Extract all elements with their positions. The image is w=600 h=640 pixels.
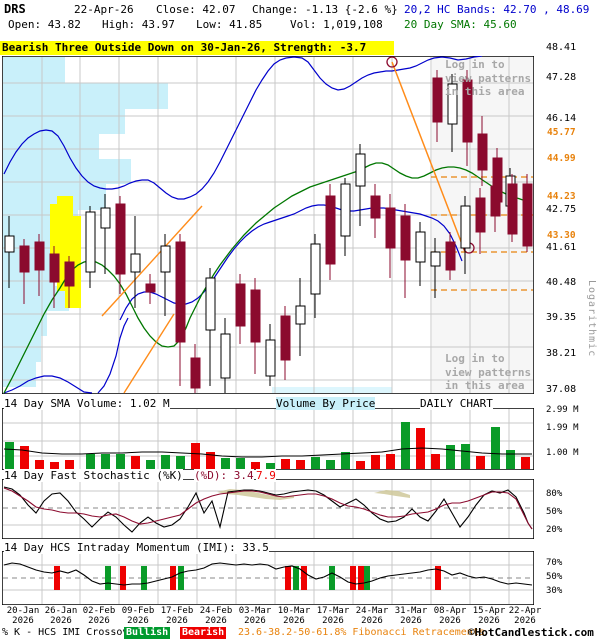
- trendline-up: [101, 205, 203, 317]
- imi-panel-title: 14 Day HCS Intraday Momentum (IMI): 33.5: [4, 541, 269, 554]
- volume-tick-1: 1.99 M: [546, 423, 579, 433]
- trendline-up-2: [123, 313, 175, 394]
- x-date-4: 17-Feb 2026: [160, 606, 194, 626]
- imi-crossover-bars: [54, 566, 441, 590]
- x-date-0: 20-Jan 2026: [6, 606, 40, 626]
- price-axis-scale-label: Logarithmic: [586, 280, 597, 358]
- x-date-6: 03-Mar 2026: [238, 606, 272, 626]
- stochastic-d-label: (%D): 3.4: [194, 469, 254, 482]
- stoch-k-line: [3, 486, 533, 533]
- candlesticks: [4, 70, 533, 393]
- x-axis-dates: 20-Jan 2026 26-Jan 2026 02-Feb 2026 09-Feb 2…: [0, 606, 542, 627]
- login-notice-bottom-line1: Log in to: [445, 352, 505, 365]
- fib-label-1: 44.99: [547, 153, 576, 164]
- stoch-tick-80: 80%: [546, 489, 563, 499]
- symbol-ticker: DRS: [4, 2, 26, 16]
- volume-sma-line: [3, 447, 532, 458]
- high-label: High: 43.97: [102, 18, 175, 31]
- imi-tick-50: 50%: [546, 572, 563, 582]
- hc-bands-legend: 20,2 HC Bands: 42.70 , 48.69: [404, 3, 590, 16]
- stoch-tick-20: 20%: [546, 525, 563, 535]
- price-tick-8: 37.08: [546, 384, 577, 395]
- price-tick-0: 48.41: [546, 42, 577, 53]
- stochastic-k-value: 7.9: [256, 469, 276, 482]
- bullish-tag: Bullish: [124, 627, 171, 639]
- stochastic-panel-svg: [2, 479, 534, 539]
- volume-panel[interactable]: [2, 408, 534, 470]
- price-tick-4: 41.61: [546, 242, 577, 253]
- x-date-3: 09-Feb 2026: [121, 606, 155, 626]
- daily-chart-label: DAILY CHART: [420, 397, 493, 410]
- imi-tick-70: 70%: [546, 558, 563, 568]
- fibonacci-legend: 23.6-38.2-50-61.8% Fibonacci Retracement…: [238, 627, 485, 638]
- low-label: Low: 41.85: [196, 18, 263, 31]
- x-date-2: 02-Feb 2026: [82, 606, 116, 626]
- login-notice-top-line3: in this area: [445, 85, 525, 98]
- sma-legend: 20 Day SMA: 45.60: [404, 18, 517, 31]
- fib-label-3: 43.30: [547, 230, 576, 241]
- login-notice-top-line2: view patterns: [445, 71, 532, 85]
- open-label: Open: 43.82: [8, 18, 81, 31]
- login-notice-bottom: Log in to view patterns in this area: [445, 352, 531, 393]
- volume-label: Vol: 1,019,108: [290, 18, 383, 31]
- x-date-5: 24-Feb 2026: [199, 606, 233, 626]
- x-date-9: 24-Mar 2026: [355, 606, 389, 626]
- imi-panel-svg: [2, 551, 534, 605]
- volume-tick-2: 2.99 M: [546, 405, 579, 415]
- stochastic-panel[interactable]: [2, 479, 534, 539]
- fib-label-2: 44.23: [547, 191, 576, 202]
- imi-panel[interactable]: [2, 551, 534, 605]
- price-tick-1: 47.28: [546, 72, 577, 83]
- x-date-12: 15-Apr 2026: [472, 606, 506, 626]
- hc-band-lower: [3, 375, 93, 394]
- close-label: Close: 42.07: [156, 3, 236, 16]
- x-date-13: 22-Apr 2026: [508, 606, 542, 626]
- hc-band-upper-2: [285, 56, 483, 91]
- price-chart-svg: [2, 56, 534, 394]
- price-tick-7: 38.21: [546, 348, 577, 359]
- x-date-11: 08-Apr 2026: [433, 606, 467, 626]
- hc-band-lower-3: [97, 317, 129, 394]
- stoch-d-line: [3, 487, 533, 530]
- crossover-legend-label: % K - HCS IMI Crossover,: [2, 627, 147, 638]
- x-date-1: 26-Jan 2026: [44, 606, 78, 626]
- login-notice-bottom-line3: in this area: [445, 379, 525, 392]
- pattern-marker-top: [386, 56, 398, 68]
- login-notice-top: Log in to view patterns in this area: [445, 58, 531, 99]
- volume-panel-title: 14 Day SMA Volume: 1.02 M: [4, 397, 170, 410]
- stochastic-panel-title: 14 Day Fast Stochastic (%K): [4, 469, 183, 482]
- login-notice-bottom-line2: view patterns: [445, 365, 532, 379]
- price-tick-6: 39.35: [546, 312, 577, 323]
- volume-by-price-title: Volume By Price: [276, 397, 376, 410]
- price-tick-3: 42.75: [546, 204, 577, 215]
- x-date-10: 31-Mar 2026: [394, 606, 428, 626]
- stoch-tick-50: 50%: [546, 507, 563, 517]
- price-tick-5: 40.48: [546, 277, 577, 288]
- imi-line: [3, 562, 533, 586]
- volume-tick-0: 1.00 M: [546, 448, 579, 458]
- change-label: Change: -1.13 {-2.6 %}: [252, 3, 398, 16]
- trendline-down: [391, 61, 466, 253]
- stoch-fill-b: [374, 490, 410, 498]
- hc-band-upper: [3, 57, 287, 200]
- x-date-8: 17-Mar 2026: [316, 606, 350, 626]
- imi-tick-30: 30%: [546, 586, 563, 596]
- quote-date: 22-Apr-26: [74, 3, 134, 16]
- x-date-7: 10-Mar 2026: [277, 606, 311, 626]
- login-notice-top-line1: Log in to: [445, 58, 505, 71]
- price-tick-2: 46.14: [546, 113, 577, 124]
- price-chart-panel[interactable]: [2, 56, 534, 394]
- pattern-banner: Bearish Three Outside Down on 30-Jan-26,…: [0, 41, 394, 55]
- bearish-tag: Bearish: [180, 627, 227, 639]
- volume-panel-svg: [2, 408, 534, 470]
- copyright-label: ©HotCandlestick.com: [468, 626, 594, 639]
- fib-label-0: 45.77: [547, 127, 576, 138]
